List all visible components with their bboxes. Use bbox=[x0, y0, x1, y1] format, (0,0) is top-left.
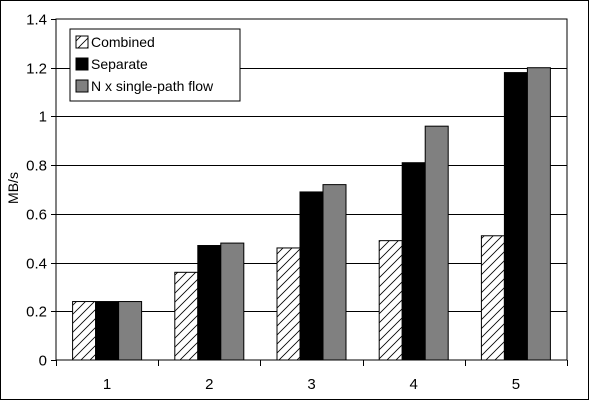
bar-combined-5 bbox=[480, 235, 505, 361]
bar-combined-4 bbox=[378, 240, 403, 361]
legend-swatch bbox=[75, 57, 89, 71]
y-tick-label: 1.2 bbox=[26, 61, 47, 78]
bar-separate-2 bbox=[197, 245, 222, 361]
y-tick-label: 0 bbox=[39, 353, 47, 370]
bar-combined-1 bbox=[72, 301, 97, 361]
bar-combined-2 bbox=[174, 271, 199, 361]
bar-n-x-single-path-flow-5 bbox=[526, 67, 551, 361]
legend-label: N x single-path flow bbox=[91, 78, 214, 94]
bar-n-x-single-path-flow-3 bbox=[322, 184, 347, 361]
y-tick-label: 0.4 bbox=[26, 256, 47, 273]
y-tick-label: 1.4 bbox=[26, 12, 47, 29]
bar-separate-5 bbox=[503, 72, 528, 361]
legend-swatch bbox=[75, 35, 89, 49]
legend: Combined Separate N x single-path flow bbox=[69, 28, 241, 102]
y-tick-label: 1 bbox=[39, 109, 47, 126]
bar-combined-3 bbox=[276, 247, 301, 361]
bar-separate-4 bbox=[401, 162, 426, 361]
legend-swatch bbox=[75, 79, 89, 93]
axes bbox=[51, 19, 568, 366]
x-tick-label: 2 bbox=[205, 376, 213, 393]
x-tick-label: 3 bbox=[307, 376, 315, 393]
y-tick-label: 0.6 bbox=[26, 207, 47, 224]
bar-n-x-single-path-flow-1 bbox=[118, 301, 143, 361]
tick-labels: 0 0.2 0.4 0.6 0.8 1 1.2 1.4 1 2 3 4 5 bbox=[26, 12, 520, 394]
bar-n-x-single-path-flow-4 bbox=[424, 125, 449, 361]
y-tick-label: 0.2 bbox=[26, 304, 47, 321]
bar-separate-3 bbox=[299, 191, 324, 361]
x-tick-label: 4 bbox=[410, 376, 418, 393]
y-tick-label: 0.8 bbox=[26, 158, 47, 175]
legend-label: Separate bbox=[91, 56, 148, 72]
bar-separate-1 bbox=[95, 301, 120, 361]
x-tick-label: 1 bbox=[103, 376, 111, 393]
x-tick-label: 5 bbox=[512, 376, 520, 393]
y-axis-title: MB/s bbox=[5, 172, 21, 204]
bar-n-x-single-path-flow-2 bbox=[220, 242, 245, 361]
legend-label: Combined bbox=[91, 34, 155, 50]
bars bbox=[72, 67, 551, 361]
legend-box bbox=[69, 28, 241, 102]
